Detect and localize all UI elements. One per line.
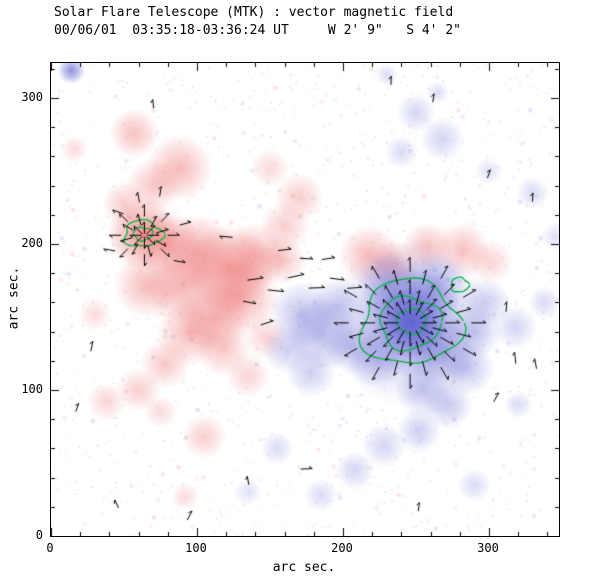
x-tick-label-100: 100 bbox=[185, 541, 207, 555]
x-tick-label-200: 200 bbox=[331, 541, 353, 555]
figure-title: Solar Flare Telescope (MTK) : vector mag… bbox=[54, 5, 454, 20]
plot-area bbox=[50, 62, 560, 537]
y-axis-label: arc sec. bbox=[6, 266, 22, 330]
x-axis-label: arc sec. bbox=[272, 560, 336, 575]
y-tick-label-200: 200 bbox=[21, 236, 43, 250]
y-tick-label-100: 100 bbox=[21, 382, 43, 396]
y-tick-label-0: 0 bbox=[35, 528, 43, 542]
x-tick-label-300: 300 bbox=[477, 541, 499, 555]
magnetogram-canvas bbox=[51, 63, 559, 536]
y-tick-label-300: 300 bbox=[21, 90, 43, 104]
figure-subtitle: 00/06/01 03:35:18-03:36:24 UT W 2' 9" S … bbox=[54, 23, 461, 38]
x-tick-label-0: 0 bbox=[46, 541, 54, 555]
